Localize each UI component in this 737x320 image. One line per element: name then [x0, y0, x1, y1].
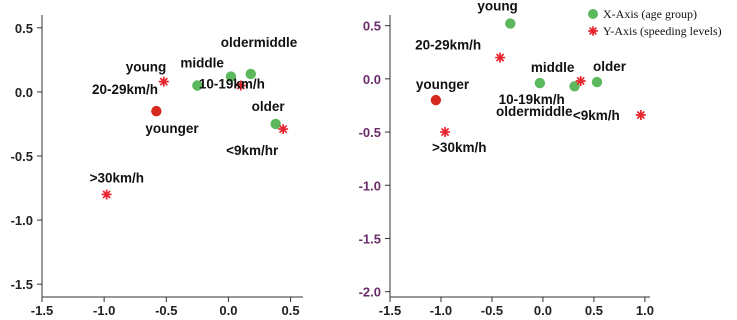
panel-1: 0.5 0.0 -0.5 -1.0 -1.5 -1.5 -1.0 -0.5 0.0 0.5 midd…: [11, 15, 303, 318]
data-point: [270, 118, 281, 130]
y-tick-label: -0.5: [359, 125, 381, 140]
y-tick-label: -1.5: [11, 277, 33, 292]
y-tick-label: -2.0: [359, 285, 381, 300]
legend-label: Y-Axis (speeding levels): [603, 24, 722, 38]
x-tick-label: 0.5: [282, 303, 300, 318]
y-tick-label: 0.5: [15, 21, 33, 36]
y-tick-label: -1.5: [359, 231, 381, 246]
annotation-label: oldermiddle: [496, 104, 573, 119]
point-label: younger: [145, 121, 199, 136]
x-tick-label: 1.0: [636, 303, 654, 318]
point-label: >30km/h: [432, 140, 486, 155]
data-point: [591, 76, 603, 88]
y-tick-label: 0.5: [363, 19, 381, 34]
data-point-star: [278, 124, 289, 135]
point-label: <9km/hr: [226, 143, 279, 158]
data-point: [225, 71, 237, 82]
data-point: [534, 77, 546, 89]
data-point-star: [158, 76, 169, 87]
data-point-star: [635, 110, 646, 121]
data-point: [245, 68, 256, 80]
legend-label: X-Axis (age group): [603, 7, 697, 21]
y-tick-label: -0.5: [11, 149, 33, 164]
legend-marker: [588, 26, 598, 36]
x-tick-label: 0.5: [585, 303, 603, 318]
x-tick-label: -1.0: [93, 303, 115, 318]
y-tick-label: -1.0: [359, 178, 381, 193]
x-tick-label: 0.0: [534, 303, 552, 318]
data-point: [151, 105, 162, 117]
data-point: [192, 80, 203, 91]
data-point-star: [495, 52, 506, 63]
annotation-label: 20-29km/h: [92, 82, 158, 97]
y-tick-label: 0.0: [363, 72, 381, 87]
data-point-star: [575, 75, 586, 86]
data-point-star: [440, 127, 451, 138]
point-label: older: [593, 59, 627, 74]
point-label: young: [126, 60, 167, 75]
y-tick-label: 0.0: [15, 85, 33, 100]
point-label: 10-19km/h: [499, 92, 565, 107]
point-label: younger: [416, 77, 470, 92]
point-label: >30km/h: [90, 170, 144, 185]
data-point: [505, 18, 516, 29]
data-point: [430, 94, 442, 106]
point-label: middle: [180, 56, 224, 71]
data-point-star: [101, 189, 112, 200]
x-tick-label: -0.5: [481, 303, 503, 318]
point-label: 20-29km/h: [415, 38, 481, 53]
data-point-star: [235, 80, 246, 91]
legend: X-Axis (age group) Y-Axis (speeding level…: [588, 7, 722, 38]
x-tick-label: 0.0: [219, 303, 237, 318]
point-label: young: [477, 0, 518, 14]
point-label: 10-19km/h: [199, 77, 265, 92]
x-tick-label: -0.5: [155, 303, 177, 318]
y-tick-label: -1.0: [11, 213, 33, 228]
point-label: <9km/h: [573, 108, 620, 123]
x-tick-label: -1.5: [379, 303, 401, 318]
point-label: older: [252, 99, 286, 114]
panel-2: 0.5 0.0 -0.5 -1.0 -1.5 -2.0 -1.5 -1.0 -0.5 0.0 0.5…: [359, 0, 722, 318]
x-tick-label: -1.0: [430, 303, 452, 318]
point-label: middle: [531, 60, 575, 75]
point-label: oldermiddle: [221, 35, 298, 50]
x-tick-label: -1.5: [31, 303, 53, 318]
legend-marker: [588, 9, 598, 19]
